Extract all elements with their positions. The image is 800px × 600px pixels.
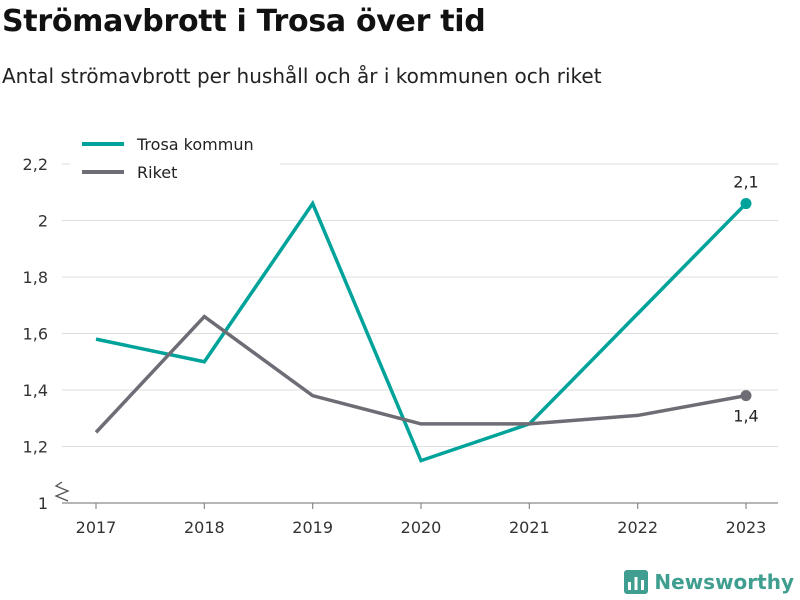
y-tick-label: 1,4 (23, 381, 48, 400)
y-tick-label: 1,2 (23, 438, 48, 457)
series-lines: 2,1 1,4 (94, 173, 759, 463)
grid-lines (62, 163, 778, 447)
x-tick-label: 2020 (401, 518, 442, 537)
series-end-marker (740, 390, 752, 402)
legend-entry: Riket (137, 163, 177, 182)
brand-logo: Newsworthy (624, 570, 794, 594)
series-line-0 (95, 199, 748, 463)
legend-entry: Trosa kommun (136, 135, 254, 154)
legend-background (70, 128, 280, 186)
y-tick-label: 2,2 (23, 155, 48, 174)
y-tick-label: 1,8 (23, 268, 48, 287)
y-tick-label: 1 (38, 494, 48, 513)
data-label: 2,1 (733, 173, 758, 192)
x-tick-label: 2018 (184, 518, 225, 537)
series-line-1 (94, 314, 747, 434)
x-axis: 2017 2018 2019 2020 2021 2022 2023 (62, 502, 778, 537)
y-tick-label: 2 (38, 212, 48, 231)
x-tick-label: 2022 (617, 518, 658, 537)
series-end-marker (740, 198, 752, 210)
data-label: 1,4 (733, 407, 758, 426)
x-tick-label: 2021 (509, 518, 550, 537)
bar-chart-logo-icon (624, 570, 649, 594)
chart-subtitle: Antal strömavbrott per hushåll och år i … (2, 64, 602, 88)
y-tick-label: 1,6 (23, 325, 48, 344)
x-tick-label: 2023 (726, 518, 767, 537)
axis-break-icon (54, 481, 70, 502)
legend: Trosa kommun Riket (70, 128, 280, 186)
brand-name: Newsworthy (654, 570, 794, 594)
chart-title: Strömavbrott i Trosa över tid (2, 4, 486, 39)
y-axis: 1 1,2 1,4 1,6 1,8 2 2,2 (23, 155, 70, 513)
x-tick-label: 2019 (292, 518, 333, 537)
x-tick-label: 2017 (76, 518, 117, 537)
